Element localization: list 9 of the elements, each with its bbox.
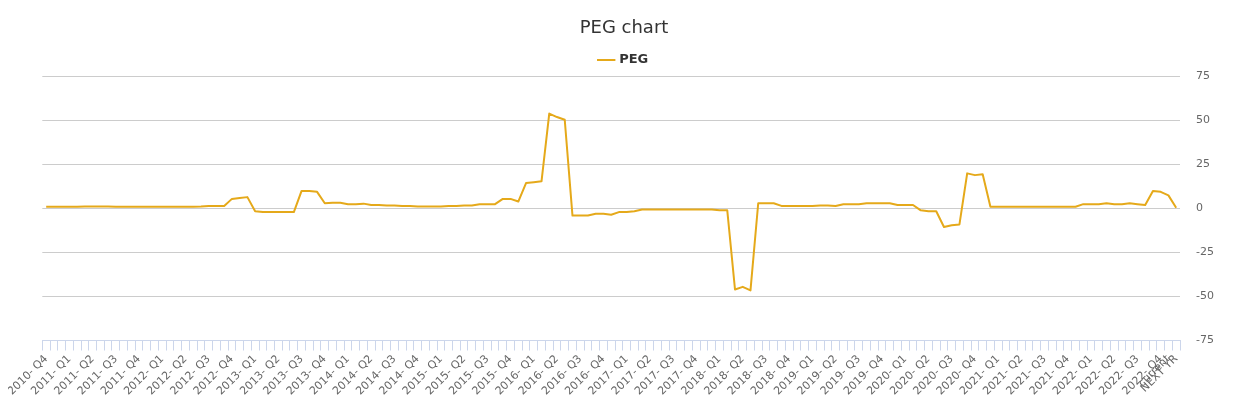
y-tick-label: 75 [1196,69,1211,83]
chart-title: PEG chart [579,16,669,38]
y-tick-label: -50 [1196,289,1214,303]
y-tick-label: 50 [1196,113,1211,127]
y-tick-label: 25 [1196,157,1211,171]
y-tick-label: -75 [1196,333,1214,347]
legend-label: PEG [619,51,649,67]
y-tick-label: -25 [1196,245,1214,259]
y-tick-label: 0 [1196,201,1204,215]
